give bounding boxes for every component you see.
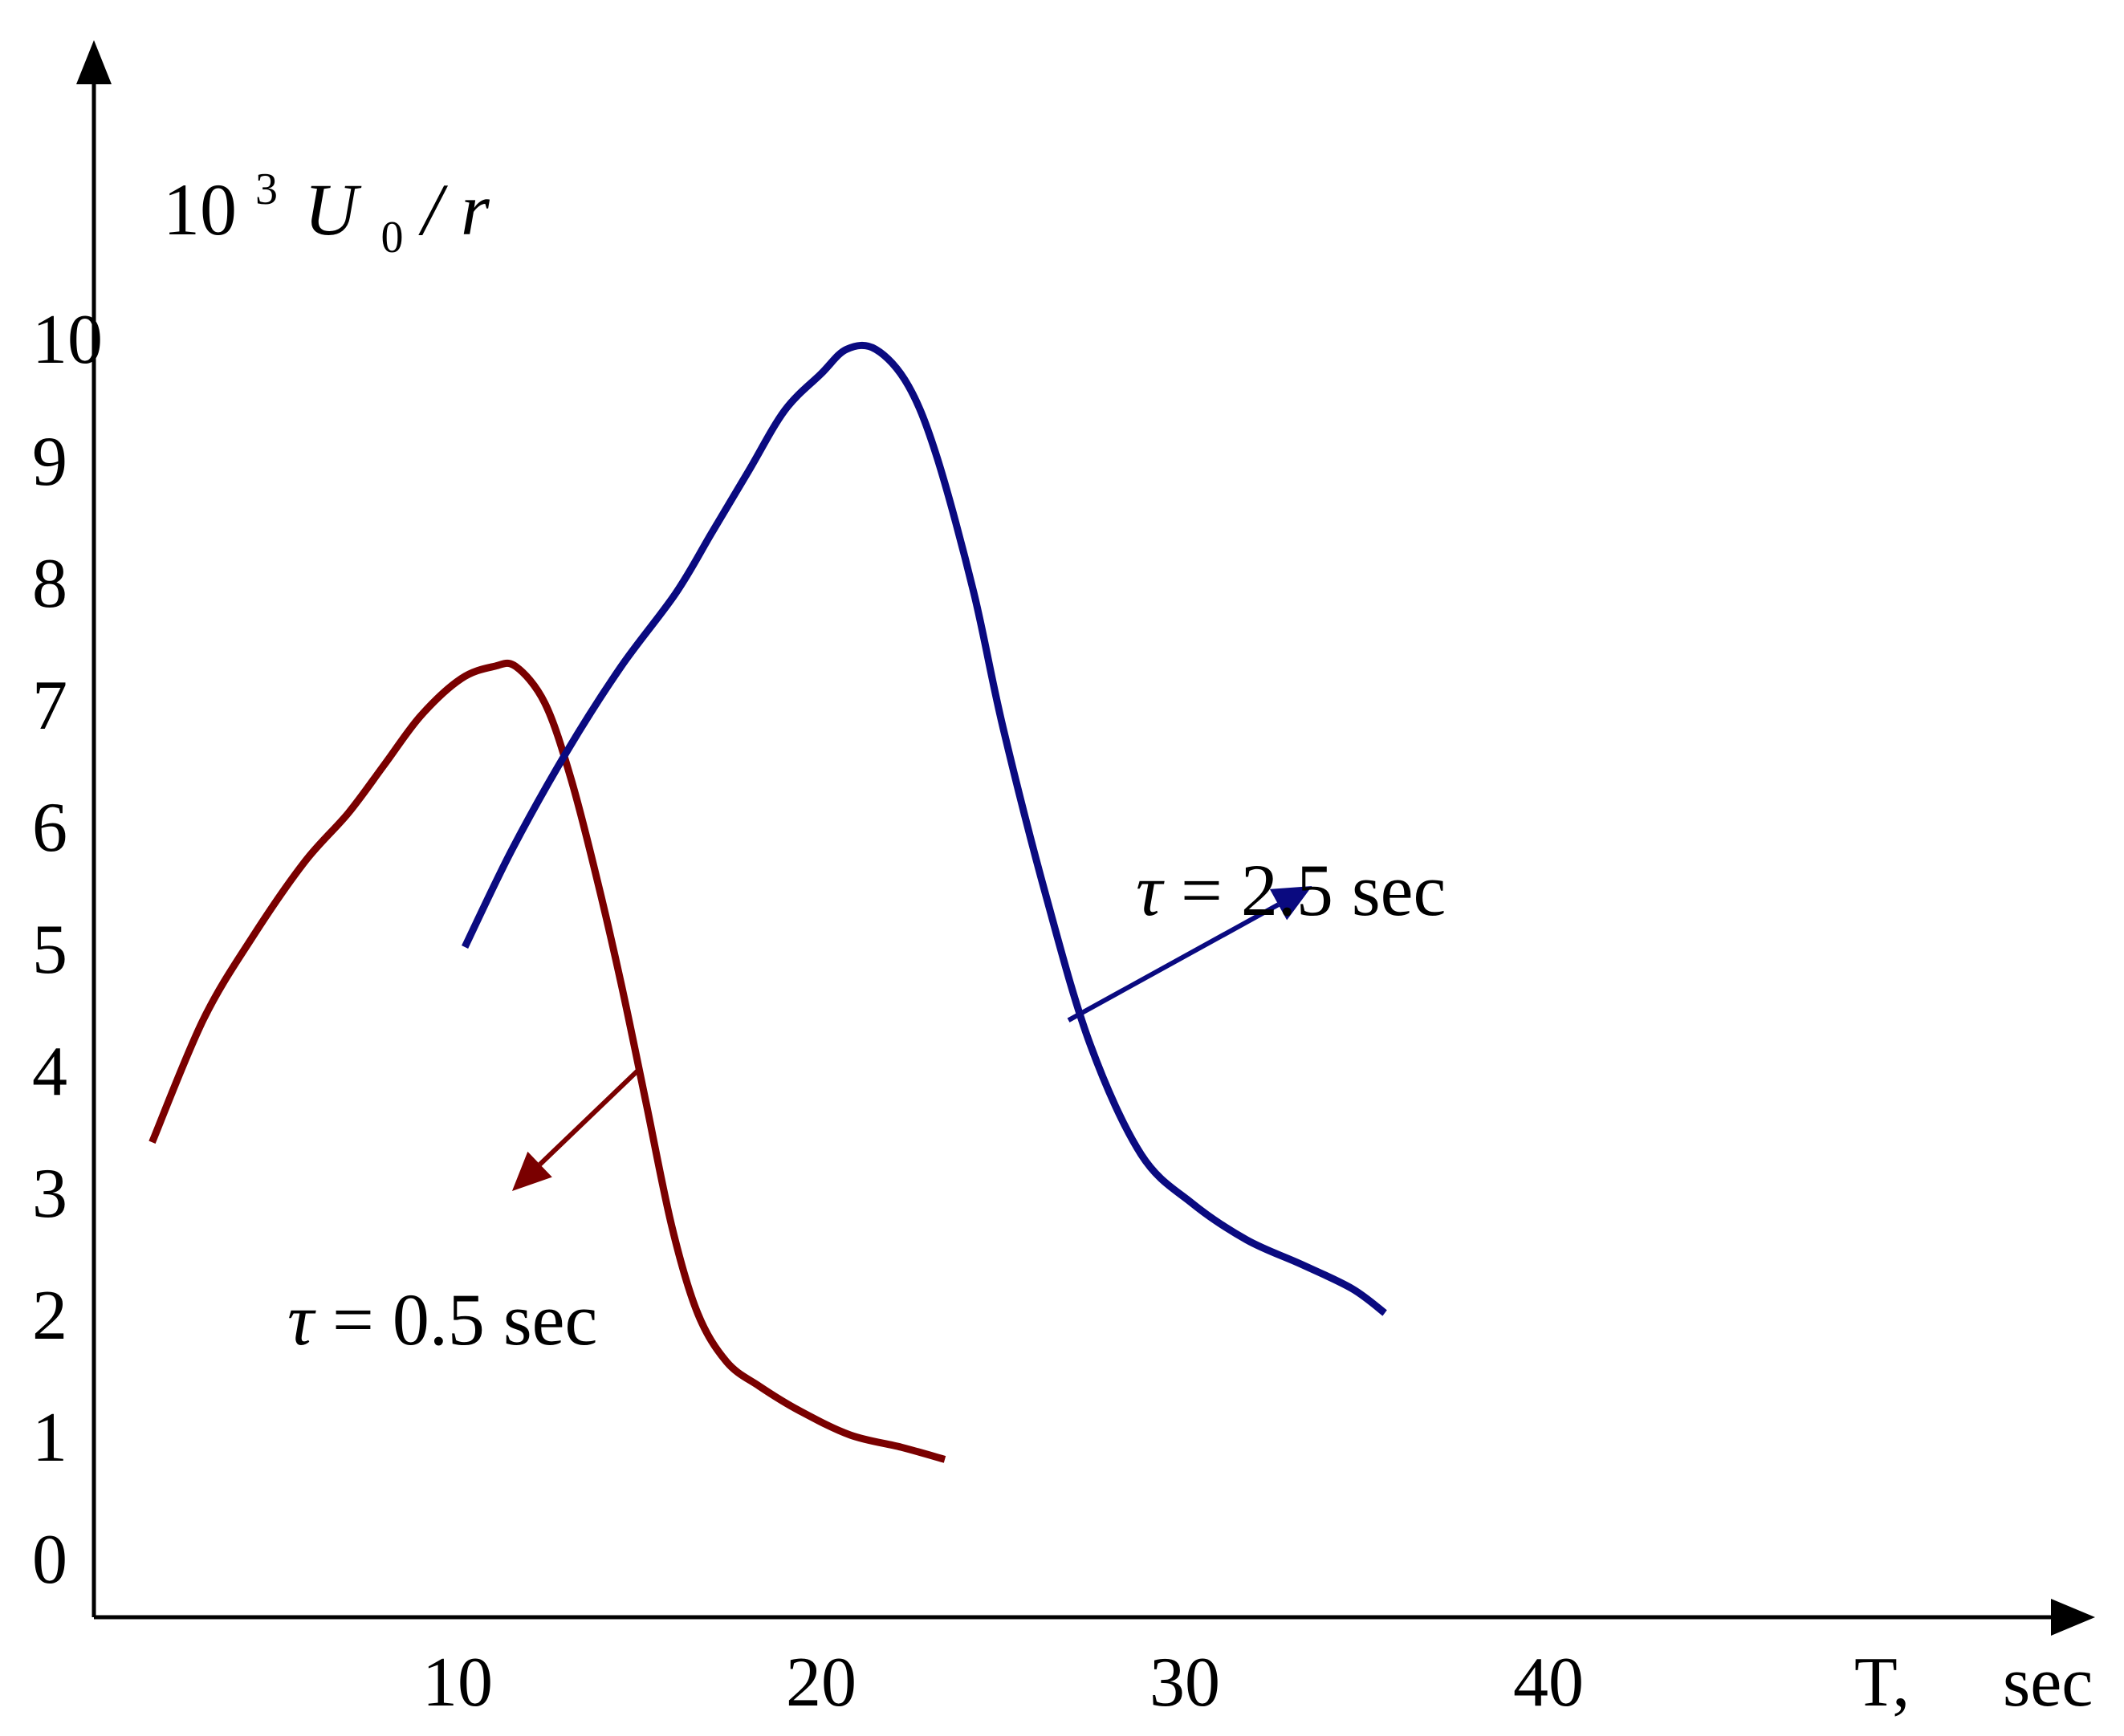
series-label-0-tau: τ [287,1279,316,1360]
series-label-0-value: 0.5 [393,1279,485,1360]
series-label-1-value: 2.5 [1241,849,1333,931]
x-tick-label: 30 [1149,1644,1220,1722]
y-tick-label: 7 [32,667,67,745]
series-label-0-eq: = [332,1279,393,1360]
y-tick-label: 5 [32,911,67,989]
series-arrow-line-1 [1067,902,1280,1022]
y-tick-label: 8 [32,545,67,623]
x-tick-labels: 10 20 30 40 [422,1644,1584,1722]
y-tick-label: 4 [32,1033,67,1111]
x-tick-label: 40 [1513,1644,1584,1722]
series-arrow-line-0 [538,1067,641,1166]
series-arrowhead-1 [1269,886,1312,921]
y-axis-label-rest: / r [417,169,490,250]
series-label-1-tau: τ [1136,849,1165,931]
series-label-0-unit: sec [503,1279,597,1360]
series-label-1-unit: sec [1352,849,1446,931]
series-layer [149,341,1387,1463]
y-tick-label: 0 [32,1521,67,1599]
series-label-1: τ = 2.5 sec [1136,849,1446,931]
y-axis-label-exponent: 3 [255,165,278,214]
series-line-1 [462,341,1387,1316]
y-tick-label: 6 [32,789,67,867]
y-tick-label: 3 [32,1155,67,1233]
y-axis-label-symbol: U [304,169,362,250]
x-axis-label-unit: sec [2003,1644,2093,1722]
y-tick-label: 9 [32,423,67,501]
y-axis-label-subscript: 0 [380,213,403,262]
y-axis-label-base: 10 [163,169,237,250]
y-tick-label: 1 [32,1399,67,1477]
x-tick-label: 20 [786,1644,857,1722]
x-axis-label-symbol: T, [1854,1644,1910,1722]
series-line-0 [149,659,946,1463]
y-tick-labels: 0 1 2 3 4 5 6 7 8 9 10 [32,301,103,1599]
y-tick-label: 2 [32,1277,67,1355]
series-arrowhead-0 [511,1151,552,1191]
series-label-1-eq: = [1181,849,1241,931]
x-tick-label: 10 [422,1644,493,1722]
y-axis-arrowhead [76,40,112,84]
y-tick-label: 10 [32,301,103,379]
series-label-0: τ = 0.5 sec [287,1279,597,1360]
y-axis-label: 10 3 U 0 / r [163,138,490,268]
x-axis-arrowhead [2051,1599,2095,1636]
